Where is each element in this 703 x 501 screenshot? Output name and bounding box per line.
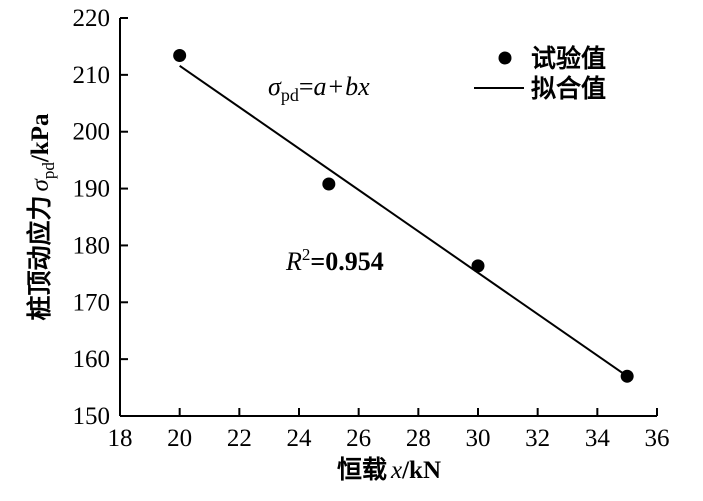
- y-tick-label: 180: [73, 232, 111, 259]
- y-tick-label: 190: [73, 176, 111, 203]
- y-axis-title-subscript: pd: [39, 162, 58, 180]
- x-tick-label: 24: [287, 425, 313, 452]
- y-tick-label: 210: [73, 62, 111, 89]
- x-tick-label: 36: [645, 425, 670, 452]
- fit-line: [179, 64, 628, 378]
- equation-plus: +: [329, 72, 344, 101]
- r2-equals: =: [310, 247, 325, 276]
- y-tick-label: 220: [73, 5, 111, 32]
- r2-annotation: R2=0.954: [285, 245, 384, 276]
- y-axis-title-cn: 桩顶动应力: [25, 195, 54, 320]
- y-tick-label: 200: [73, 119, 111, 146]
- x-axis-title-cn: 恒载: [337, 455, 387, 484]
- equation-symbol: σ: [268, 72, 282, 101]
- data-point: [620, 369, 634, 383]
- legend-label-fitted: 拟合值: [531, 74, 606, 103]
- x-axis-title-var: x: [390, 457, 402, 484]
- x-tick-label: 28: [406, 425, 431, 452]
- y-tick-label: 150: [73, 403, 111, 430]
- y-tick-label: 170: [73, 289, 111, 316]
- data-point: [173, 49, 187, 63]
- r2-superscript: 2: [302, 245, 311, 264]
- data-points: [173, 49, 634, 383]
- x-tick-label: 30: [466, 425, 491, 452]
- x-tick-label: 22: [227, 425, 252, 452]
- y-axis-title: 桩顶动应力 σpd/kPa: [25, 113, 58, 320]
- x-tick-label: 34: [585, 425, 611, 452]
- y-axis-title-unit: /kPa: [27, 113, 54, 163]
- x-axis-title: 恒载 x/kN: [337, 455, 441, 484]
- x-tick-label: 26: [346, 425, 371, 452]
- r2-label: R: [285, 247, 302, 276]
- x-tick-label: 32: [525, 425, 550, 452]
- equation-annotation: σpd=a+bx: [268, 72, 370, 105]
- data-point: [322, 177, 336, 191]
- x-tick-label: 20: [167, 425, 192, 452]
- r2-value: 0.954: [325, 247, 384, 276]
- equation-a: a: [314, 72, 327, 101]
- legend-label-measured: 试验值: [531, 44, 606, 73]
- legend-dot-marker: [498, 51, 512, 65]
- x-axis-title-unit: /kN: [401, 457, 441, 484]
- x-tick-label: 18: [108, 425, 133, 452]
- equation-subscript: pd: [281, 85, 299, 105]
- y-ticks: 150 160 170 180 190 200 210 220: [73, 5, 128, 430]
- axes: [119, 18, 657, 417]
- equation-x: x: [357, 72, 370, 101]
- legend: 试验值 拟合值: [474, 44, 606, 103]
- data-point: [471, 259, 485, 273]
- y-axis-title-symbol: σ: [27, 177, 54, 191]
- equation-b: b: [345, 72, 358, 101]
- y-tick-label: 160: [73, 346, 111, 373]
- x-ticks: 18 20 22 24 26 28 30 32 34 36: [108, 408, 670, 452]
